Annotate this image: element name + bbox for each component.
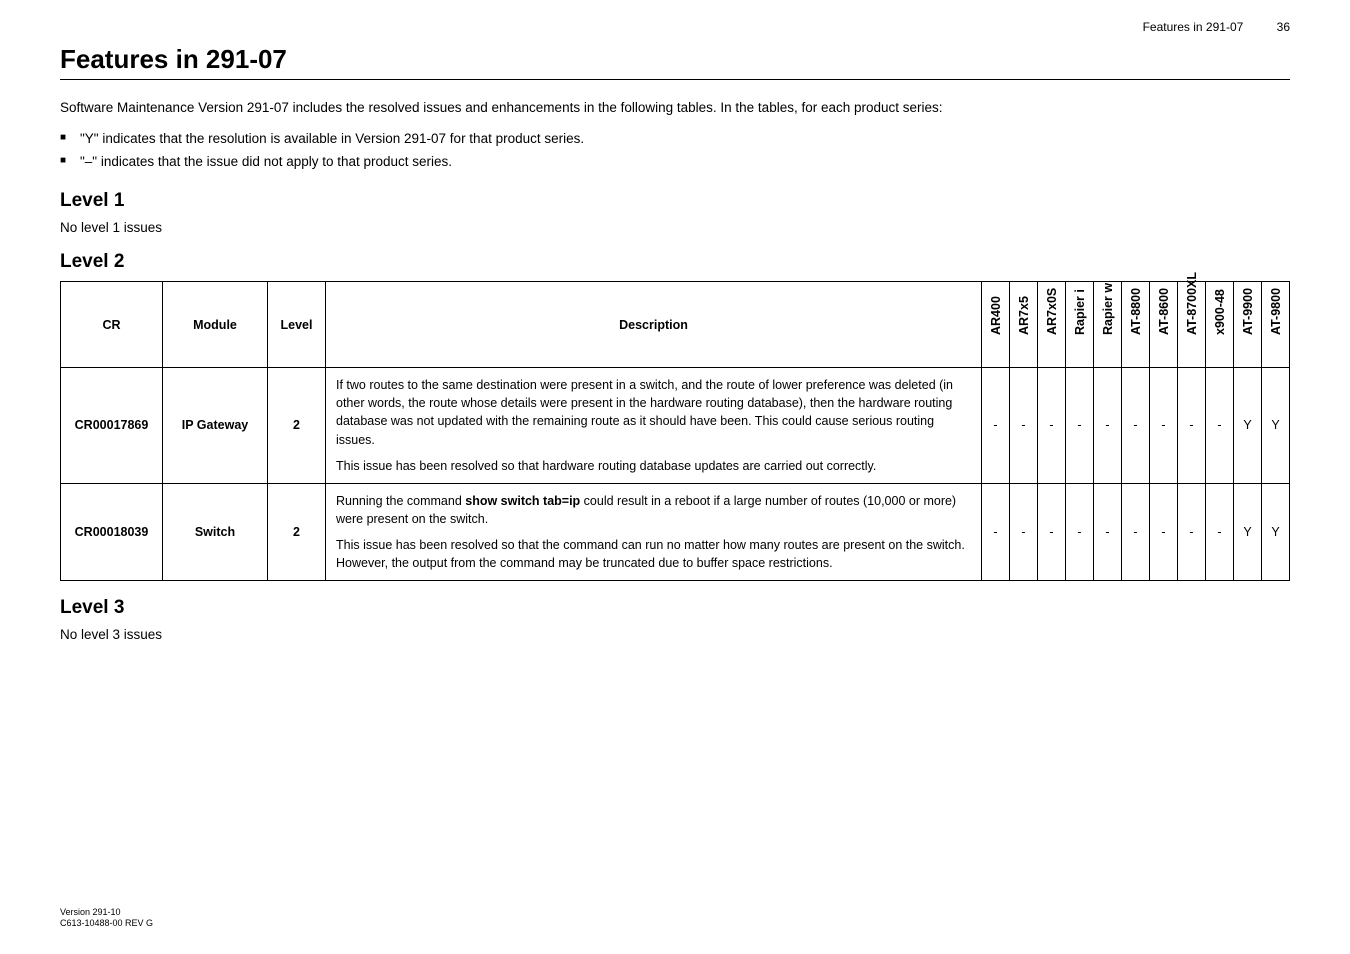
col-product: AT-9900 — [1234, 282, 1262, 368]
running-header: Features in 291-07 36 — [1143, 20, 1290, 34]
cell-product: - — [1066, 483, 1094, 581]
page-number: 36 — [1277, 20, 1290, 34]
col-description: Description — [326, 282, 982, 368]
intro-bullets: "Y" indicates that the resolution is ava… — [60, 128, 1290, 174]
table-row: CR00017869IP Gateway2If two routes to th… — [61, 368, 1290, 484]
cell-product: - — [982, 483, 1010, 581]
table-header-row: CR Module Level Description AR400 AR7x5 … — [61, 282, 1290, 368]
cell-product: Y — [1234, 483, 1262, 581]
col-cr: CR — [61, 282, 163, 368]
cell-product: - — [1010, 483, 1038, 581]
cell-level: 2 — [268, 483, 326, 581]
cell-module: Switch — [163, 483, 268, 581]
cell-product: - — [1038, 483, 1066, 581]
cell-product: - — [1094, 368, 1122, 484]
cell-product: - — [1066, 368, 1094, 484]
cell-product: - — [1150, 368, 1178, 484]
cell-level: 2 — [268, 368, 326, 484]
cell-product: - — [1206, 483, 1234, 581]
col-product: x900-48 — [1206, 282, 1234, 368]
cell-product: - — [1010, 368, 1038, 484]
footer-docnum: C613-10488-00 REV G — [60, 918, 153, 930]
col-product: AR7x0S — [1038, 282, 1066, 368]
table-body: CR00017869IP Gateway2If two routes to th… — [61, 368, 1290, 581]
cell-cr: CR00017869 — [61, 368, 163, 484]
section-heading-level1: Level 1 — [60, 190, 1290, 212]
cell-product: - — [1178, 483, 1206, 581]
col-product: AT-9800 — [1262, 282, 1290, 368]
cell-product: - — [1122, 368, 1150, 484]
cell-product: Y — [1262, 368, 1290, 484]
cell-module: IP Gateway — [163, 368, 268, 484]
col-product: AR7x5 — [1010, 282, 1038, 368]
level1-text: No level 1 issues — [60, 220, 1290, 235]
footer: Version 291-10 C613-10488-00 REV G — [60, 907, 153, 930]
table-row: CR00018039Switch2Running the command sho… — [61, 483, 1290, 581]
cell-product: - — [1094, 483, 1122, 581]
col-product: AT-8800 — [1122, 282, 1150, 368]
cell-product: Y — [1234, 368, 1262, 484]
col-level: Level — [268, 282, 326, 368]
cell-product: Y — [1262, 483, 1290, 581]
cell-description: If two routes to the same destination we… — [326, 368, 982, 484]
col-product: Rapier i — [1066, 282, 1094, 368]
col-product: AR400 — [982, 282, 1010, 368]
col-product: Rapier w — [1094, 282, 1122, 368]
col-module: Module — [163, 282, 268, 368]
cell-product: - — [1150, 483, 1178, 581]
bullet-item: "–" indicates that the issue did not app… — [60, 151, 1290, 174]
col-product: AT-8700XL — [1178, 282, 1206, 368]
issues-table: CR Module Level Description AR400 AR7x5 … — [60, 281, 1290, 581]
section-heading-level2: Level 2 — [60, 251, 1290, 273]
running-head-text: Features in 291-07 — [1143, 20, 1244, 34]
cell-product: - — [982, 368, 1010, 484]
col-product: AT-8600 — [1150, 282, 1178, 368]
level3-text: No level 3 issues — [60, 627, 1290, 642]
cell-product: - — [1122, 483, 1150, 581]
cell-product: - — [1038, 368, 1066, 484]
cell-cr: CR00018039 — [61, 483, 163, 581]
cell-product: - — [1206, 368, 1234, 484]
cell-description: Running the command show switch tab=ip c… — [326, 483, 982, 581]
bullet-item: "Y" indicates that the resolution is ava… — [60, 128, 1290, 151]
page-title: Features in 291-07 — [60, 44, 1290, 75]
section-heading-level3: Level 3 — [60, 597, 1290, 619]
footer-version: Version 291-10 — [60, 907, 153, 919]
intro-paragraph: Software Maintenance Version 291-07 incl… — [60, 98, 1290, 118]
cell-product: - — [1178, 368, 1206, 484]
title-rule — [60, 79, 1290, 80]
